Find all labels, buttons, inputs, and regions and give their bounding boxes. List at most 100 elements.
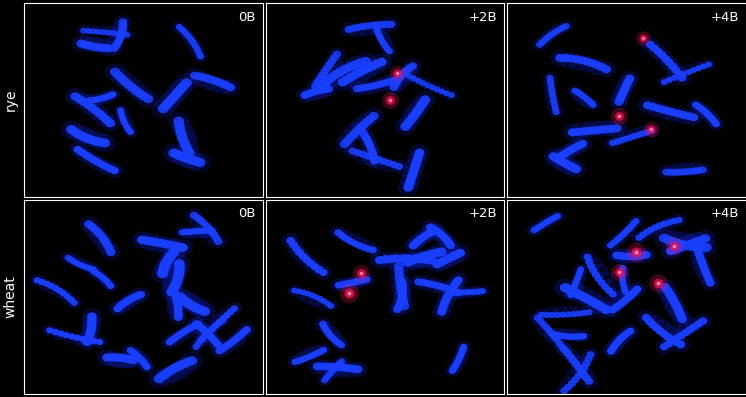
Ellipse shape xyxy=(405,239,421,252)
Ellipse shape xyxy=(317,297,323,301)
Ellipse shape xyxy=(130,357,137,364)
Ellipse shape xyxy=(119,110,124,115)
Ellipse shape xyxy=(691,68,696,72)
Text: +2B: +2B xyxy=(468,208,497,220)
Ellipse shape xyxy=(174,243,183,250)
Ellipse shape xyxy=(166,85,187,102)
Ellipse shape xyxy=(693,102,699,108)
Ellipse shape xyxy=(202,333,208,338)
Ellipse shape xyxy=(113,43,120,48)
Ellipse shape xyxy=(669,338,677,344)
Ellipse shape xyxy=(551,150,568,164)
Ellipse shape xyxy=(296,289,302,294)
Ellipse shape xyxy=(78,149,85,155)
Ellipse shape xyxy=(602,284,609,289)
Ellipse shape xyxy=(61,292,74,303)
Ellipse shape xyxy=(660,331,668,337)
Ellipse shape xyxy=(189,229,195,234)
Ellipse shape xyxy=(105,94,111,99)
Ellipse shape xyxy=(460,347,466,352)
Ellipse shape xyxy=(311,263,319,269)
Ellipse shape xyxy=(195,321,201,327)
Ellipse shape xyxy=(560,145,577,158)
Ellipse shape xyxy=(586,310,592,315)
Ellipse shape xyxy=(445,279,463,293)
Ellipse shape xyxy=(455,358,461,363)
Ellipse shape xyxy=(289,357,302,367)
Ellipse shape xyxy=(399,285,407,291)
Ellipse shape xyxy=(632,232,646,243)
Ellipse shape xyxy=(215,239,222,244)
Ellipse shape xyxy=(336,68,345,75)
Ellipse shape xyxy=(623,290,628,294)
Ellipse shape xyxy=(357,278,364,283)
Ellipse shape xyxy=(78,36,95,51)
Ellipse shape xyxy=(360,274,374,285)
Ellipse shape xyxy=(428,281,436,287)
Ellipse shape xyxy=(89,43,97,50)
Ellipse shape xyxy=(668,63,676,69)
Ellipse shape xyxy=(409,169,418,175)
Ellipse shape xyxy=(240,330,248,335)
Ellipse shape xyxy=(172,91,181,98)
Ellipse shape xyxy=(691,324,698,330)
Ellipse shape xyxy=(621,332,628,338)
Ellipse shape xyxy=(572,56,580,63)
Ellipse shape xyxy=(454,277,463,283)
Ellipse shape xyxy=(404,258,413,266)
Ellipse shape xyxy=(384,46,390,51)
Ellipse shape xyxy=(176,357,196,374)
Ellipse shape xyxy=(539,40,545,44)
Ellipse shape xyxy=(656,50,672,64)
Ellipse shape xyxy=(128,84,137,91)
Ellipse shape xyxy=(322,372,334,382)
Ellipse shape xyxy=(178,244,187,251)
Ellipse shape xyxy=(161,283,182,300)
Ellipse shape xyxy=(569,55,588,69)
Ellipse shape xyxy=(613,252,621,258)
Ellipse shape xyxy=(403,166,421,181)
Ellipse shape xyxy=(66,89,84,104)
Ellipse shape xyxy=(207,334,215,340)
Ellipse shape xyxy=(442,285,449,291)
Ellipse shape xyxy=(621,131,634,142)
Ellipse shape xyxy=(100,139,110,146)
Ellipse shape xyxy=(547,100,560,111)
Ellipse shape xyxy=(325,301,330,306)
Ellipse shape xyxy=(191,318,205,330)
Ellipse shape xyxy=(560,345,565,350)
Ellipse shape xyxy=(583,361,590,366)
Ellipse shape xyxy=(573,306,586,317)
Ellipse shape xyxy=(119,353,137,368)
Ellipse shape xyxy=(702,269,709,275)
Ellipse shape xyxy=(371,158,378,164)
Ellipse shape xyxy=(547,75,553,80)
Ellipse shape xyxy=(412,251,432,268)
Ellipse shape xyxy=(398,254,418,270)
Ellipse shape xyxy=(391,275,410,290)
Ellipse shape xyxy=(545,308,557,318)
Ellipse shape xyxy=(624,286,639,299)
Ellipse shape xyxy=(561,347,568,353)
Ellipse shape xyxy=(108,353,126,367)
Ellipse shape xyxy=(579,93,584,97)
Ellipse shape xyxy=(557,154,564,160)
Ellipse shape xyxy=(633,253,640,259)
Ellipse shape xyxy=(583,295,593,303)
Ellipse shape xyxy=(459,350,465,355)
Ellipse shape xyxy=(624,78,633,84)
Ellipse shape xyxy=(328,304,333,308)
Ellipse shape xyxy=(321,70,341,87)
Ellipse shape xyxy=(175,260,184,268)
Ellipse shape xyxy=(199,226,214,238)
Ellipse shape xyxy=(326,368,338,378)
Ellipse shape xyxy=(295,290,307,300)
Ellipse shape xyxy=(539,325,553,336)
Ellipse shape xyxy=(324,376,329,380)
Ellipse shape xyxy=(379,39,385,44)
Ellipse shape xyxy=(551,50,569,66)
Ellipse shape xyxy=(176,74,197,91)
Ellipse shape xyxy=(104,242,111,249)
Ellipse shape xyxy=(435,231,451,244)
Ellipse shape xyxy=(401,64,418,77)
